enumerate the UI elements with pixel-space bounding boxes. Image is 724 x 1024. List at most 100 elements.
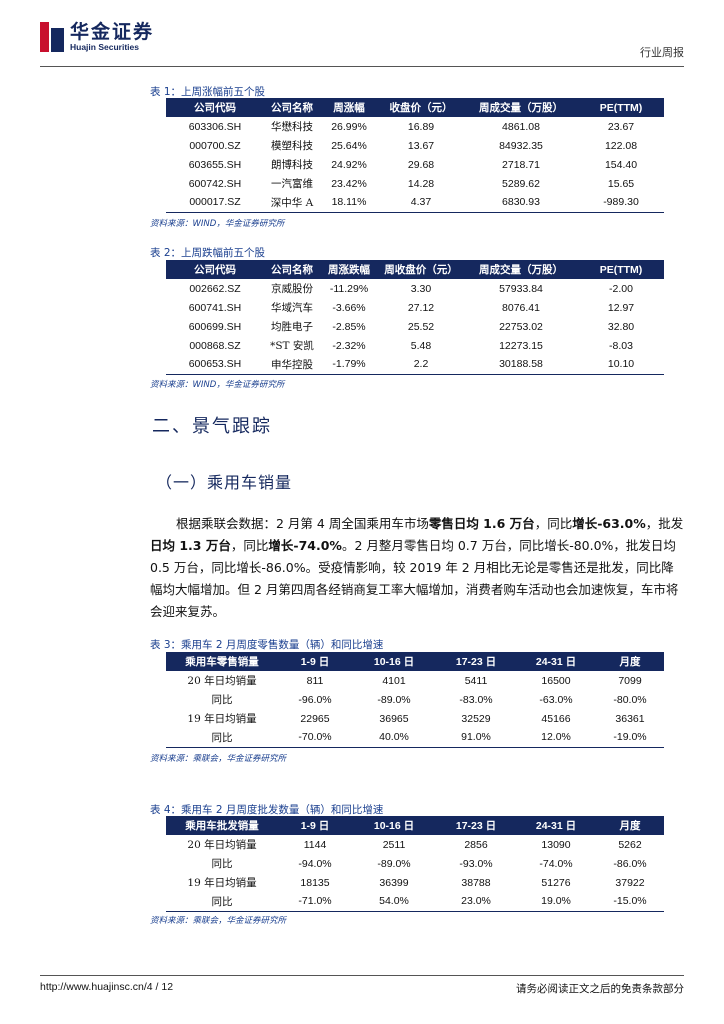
table-cell: 45166 [541,712,571,725]
column-header: PE(TTM) [578,260,664,279]
column-header: 公司代码 [166,98,264,117]
table-cell: 3.30 [410,282,432,295]
table-cell: 同比 [166,728,278,748]
table-cell: -70.0% [278,728,352,748]
table-cell: -71.0% [278,892,352,912]
table1-source: 资料来源：WIND，华金证券研究所 [150,219,285,229]
table-cell: 2.2 [378,355,464,375]
table-row: 19 年日均销量 18135 36399 38788 51276 37922 [166,873,664,892]
column-header: 月度 [596,816,664,835]
column-header: 10-16 日 [352,652,436,671]
table-header-row: 公司代码 公司名称 周涨跌幅 周收盘价（元） 周成交量（万股） PE(TTM) [166,260,664,279]
table-header-row: 乘用车批发销量 1-9 日 10-16 日 17-23 日 24-31 日 月度 [166,816,664,835]
table-row: 603306.SH 华懋科技 26.99% 16.89 4861.08 23.6… [166,117,664,136]
table-cell: *ST 安凯 [270,340,314,352]
table-cell: 54.0% [352,892,436,912]
table-cell: 同比 [166,892,278,912]
table-cell: 29.68 [407,158,435,171]
table-cell: 23.67 [607,120,635,133]
table-cell: 4101 [382,674,406,687]
table-cell: -2.32% [332,339,366,352]
table-cell: 1144 [303,838,327,851]
section-title: 二、景气跟踪 [152,416,272,437]
table-cell: 26.99% [331,120,367,133]
column-header: 周成交量（万股） [464,260,578,279]
table-cell: 19.0% [516,892,596,912]
table-row: 600653.SH 申华控股 -1.79% 2.2 30188.58 10.10 [166,355,664,375]
table-row: 000700.SZ 模塑科技 25.64% 13.67 84932.35 122… [166,136,664,155]
table-cell: 朗博科技 [271,159,313,171]
table3-source: 资料来源：乘联会，华金证券研究所 [150,754,287,764]
table-row: 同比 -70.0% 40.0% 91.0% 12.0% -19.0% [166,728,664,748]
header-divider [40,66,684,67]
table-cell: 20 年日均销量 [187,675,257,687]
table-cell: 30188.58 [464,355,578,375]
table-cell: 申华控股 [264,355,320,375]
table-cell: 14.28 [407,177,435,190]
table-row: 同比 -94.0% -89.0% -93.0% -74.0% -86.0% [166,854,664,873]
table4-wholesale-sales: 乘用车批发销量 1-9 日 10-16 日 17-23 日 24-31 日 月度… [166,816,664,912]
table-cell: 2718.71 [502,158,540,171]
table-cell: -1.79% [320,355,378,375]
table-cell: 12.97 [607,301,635,314]
table-cell: -8.03 [609,339,633,352]
footer-website-link[interactable]: http://www.huajinsc.cn/4 / 12 [40,981,174,993]
table-cell: 40.0% [352,728,436,748]
table3-retail-sales: 乘用车零售销量 1-9 日 10-16 日 17-23 日 24-31 日 月度… [166,652,664,748]
table-cell: 22753.02 [499,320,543,333]
table-cell: 2856 [464,838,488,851]
table-cell: 154.40 [604,158,638,171]
table-row: 同比 -96.0% -89.0% -83.0% -63.0% -80.0% [166,690,664,709]
table-cell: 23.42% [331,177,367,190]
table-cell: 600742.SH [188,177,242,190]
footer-divider [40,975,684,976]
table-cell: 603306.SH [188,120,242,133]
table-cell: 5.48 [410,339,432,352]
report-type-label: 行业周报 [640,46,684,59]
table-cell: 8076.41 [502,301,540,314]
table-row: 603655.SH 朗博科技 24.92% 29.68 2718.71 154.… [166,155,664,174]
table-cell: -83.0% [459,693,493,706]
table-cell: 13090 [541,838,571,851]
table-header-row: 乘用车零售销量 1-9 日 10-16 日 17-23 日 24-31 日 月度 [166,652,664,671]
page-header: 华金证券 Huajin Securities 行业周报 [40,16,684,66]
table-cell: 22965 [300,712,330,725]
table-cell: 华懋科技 [271,121,313,133]
table-cell: 一汽富维 [271,178,313,190]
table-cell: 16500 [541,674,571,687]
table-cell: 华域汽车 [271,302,313,314]
table-cell: -80.0% [613,693,647,706]
footer-disclaimer: 请务必阅读正文之后的免责条款部分 [516,983,684,995]
table-cell: 25.64% [331,139,367,152]
table-cell: 18135 [300,876,330,889]
table-cell: -96.0% [298,693,332,706]
column-header: 周收盘价（元） [378,260,464,279]
table-cell: 36965 [379,712,409,725]
table-cell: 122.08 [604,139,638,152]
table-cell: 4861.08 [502,120,540,133]
table-cell: 23.0% [436,892,516,912]
table-cell: 600699.SH [188,320,242,333]
table-cell: -74.0% [539,857,573,870]
table-cell: -2.00 [609,282,633,295]
table-cell: -15.0% [596,892,664,912]
table-cell: -11.29% [329,282,369,295]
table4-source: 资料来源：乘联会，华金证券研究所 [150,916,287,926]
table-cell: 000868.SZ [189,339,241,352]
table-cell: -989.30 [578,193,664,213]
column-header: 10-16 日 [352,816,436,835]
column-header: 17-23 日 [436,816,516,835]
subsection-title: （一）乘用车销量 [156,473,293,492]
table-cell: 19 年日均销量 [187,877,257,889]
table-cell: 600741.SH [188,301,242,314]
table-row: 600742.SH 一汽富维 23.42% 14.28 5289.62 15.6… [166,174,664,193]
column-header: 24-31 日 [516,816,596,835]
table-cell: 均胜电子 [271,321,313,333]
table-cell: 京威股份 [271,283,313,295]
column-header: 公司代码 [166,260,264,279]
table-cell: 84932.35 [499,139,543,152]
table-cell: 4.37 [378,193,464,213]
column-header: 乘用车批发销量 [166,816,278,835]
table2-caption: 表 2：上周跌幅前五个股 [150,247,266,259]
table-cell: 15.65 [607,177,635,190]
